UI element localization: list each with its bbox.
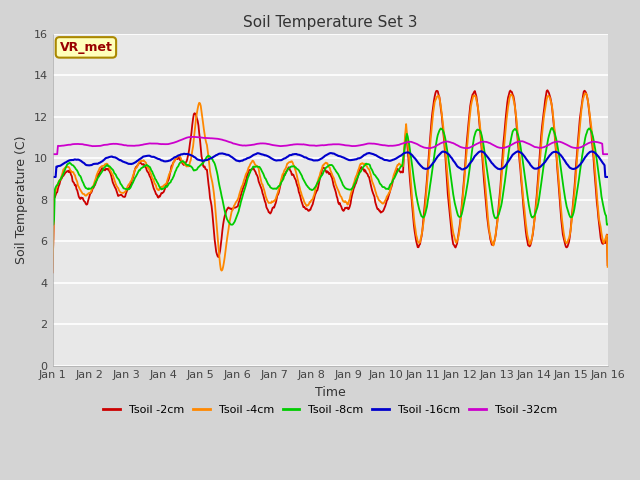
Tsoil -16cm: [202, 157, 209, 163]
Tsoil -2cm: [414, 244, 422, 250]
Tsoil -32cm: [116, 142, 124, 147]
Tsoil -8cm: [116, 179, 124, 184]
Tsoil -4cm: [172, 156, 180, 162]
Tsoil -16cm: [49, 174, 56, 180]
Tsoil -32cm: [415, 142, 422, 148]
Y-axis label: Soil Temperature (C): Soil Temperature (C): [15, 135, 28, 264]
Tsoil -8cm: [59, 173, 67, 179]
Tsoil -2cm: [59, 173, 67, 179]
Tsoil -16cm: [59, 161, 67, 167]
Line: Tsoil -2cm: Tsoil -2cm: [52, 90, 607, 272]
Tsoil -32cm: [172, 139, 180, 145]
Tsoil -8cm: [604, 222, 611, 228]
Tsoil -4cm: [59, 170, 67, 176]
Tsoil -8cm: [172, 168, 180, 173]
Tsoil -4cm: [116, 189, 124, 194]
Tsoil -32cm: [190, 134, 198, 140]
Tsoil -4cm: [49, 269, 56, 275]
Tsoil -2cm: [172, 156, 180, 162]
Text: VR_met: VR_met: [60, 41, 113, 54]
Tsoil -8cm: [414, 200, 422, 206]
Title: Soil Temperature Set 3: Soil Temperature Set 3: [243, 15, 417, 30]
Tsoil -8cm: [49, 222, 56, 228]
Tsoil -2cm: [397, 168, 405, 174]
Tsoil -16cm: [116, 157, 124, 163]
Tsoil -32cm: [49, 151, 56, 157]
Tsoil -2cm: [543, 87, 551, 93]
Tsoil -8cm: [202, 156, 209, 162]
Tsoil -8cm: [397, 163, 405, 169]
Line: Tsoil -8cm: Tsoil -8cm: [52, 128, 607, 225]
Line: Tsoil -16cm: Tsoil -16cm: [52, 151, 607, 177]
Tsoil -32cm: [59, 143, 67, 148]
Tsoil -8cm: [548, 125, 556, 131]
Tsoil -32cm: [604, 151, 611, 157]
Tsoil -4cm: [202, 136, 209, 142]
Tsoil -2cm: [202, 166, 209, 172]
Tsoil -4cm: [604, 264, 611, 270]
Tsoil -2cm: [116, 192, 124, 198]
Legend: Tsoil -2cm, Tsoil -4cm, Tsoil -8cm, Tsoil -16cm, Tsoil -32cm: Tsoil -2cm, Tsoil -4cm, Tsoil -8cm, Tsoi…: [99, 401, 561, 420]
Line: Tsoil -4cm: Tsoil -4cm: [52, 94, 607, 272]
Tsoil -4cm: [581, 91, 589, 96]
Tsoil -4cm: [397, 162, 405, 168]
X-axis label: Time: Time: [315, 386, 346, 399]
Tsoil -4cm: [414, 238, 422, 244]
Line: Tsoil -32cm: Tsoil -32cm: [52, 137, 607, 154]
Tsoil -32cm: [202, 135, 210, 141]
Tsoil -16cm: [604, 174, 611, 180]
Tsoil -16cm: [172, 154, 180, 160]
Tsoil -16cm: [414, 159, 422, 165]
Tsoil -16cm: [514, 148, 522, 154]
Tsoil -2cm: [604, 262, 611, 268]
Tsoil -32cm: [399, 141, 406, 146]
Tsoil -2cm: [49, 269, 56, 275]
Tsoil -16cm: [397, 152, 405, 158]
